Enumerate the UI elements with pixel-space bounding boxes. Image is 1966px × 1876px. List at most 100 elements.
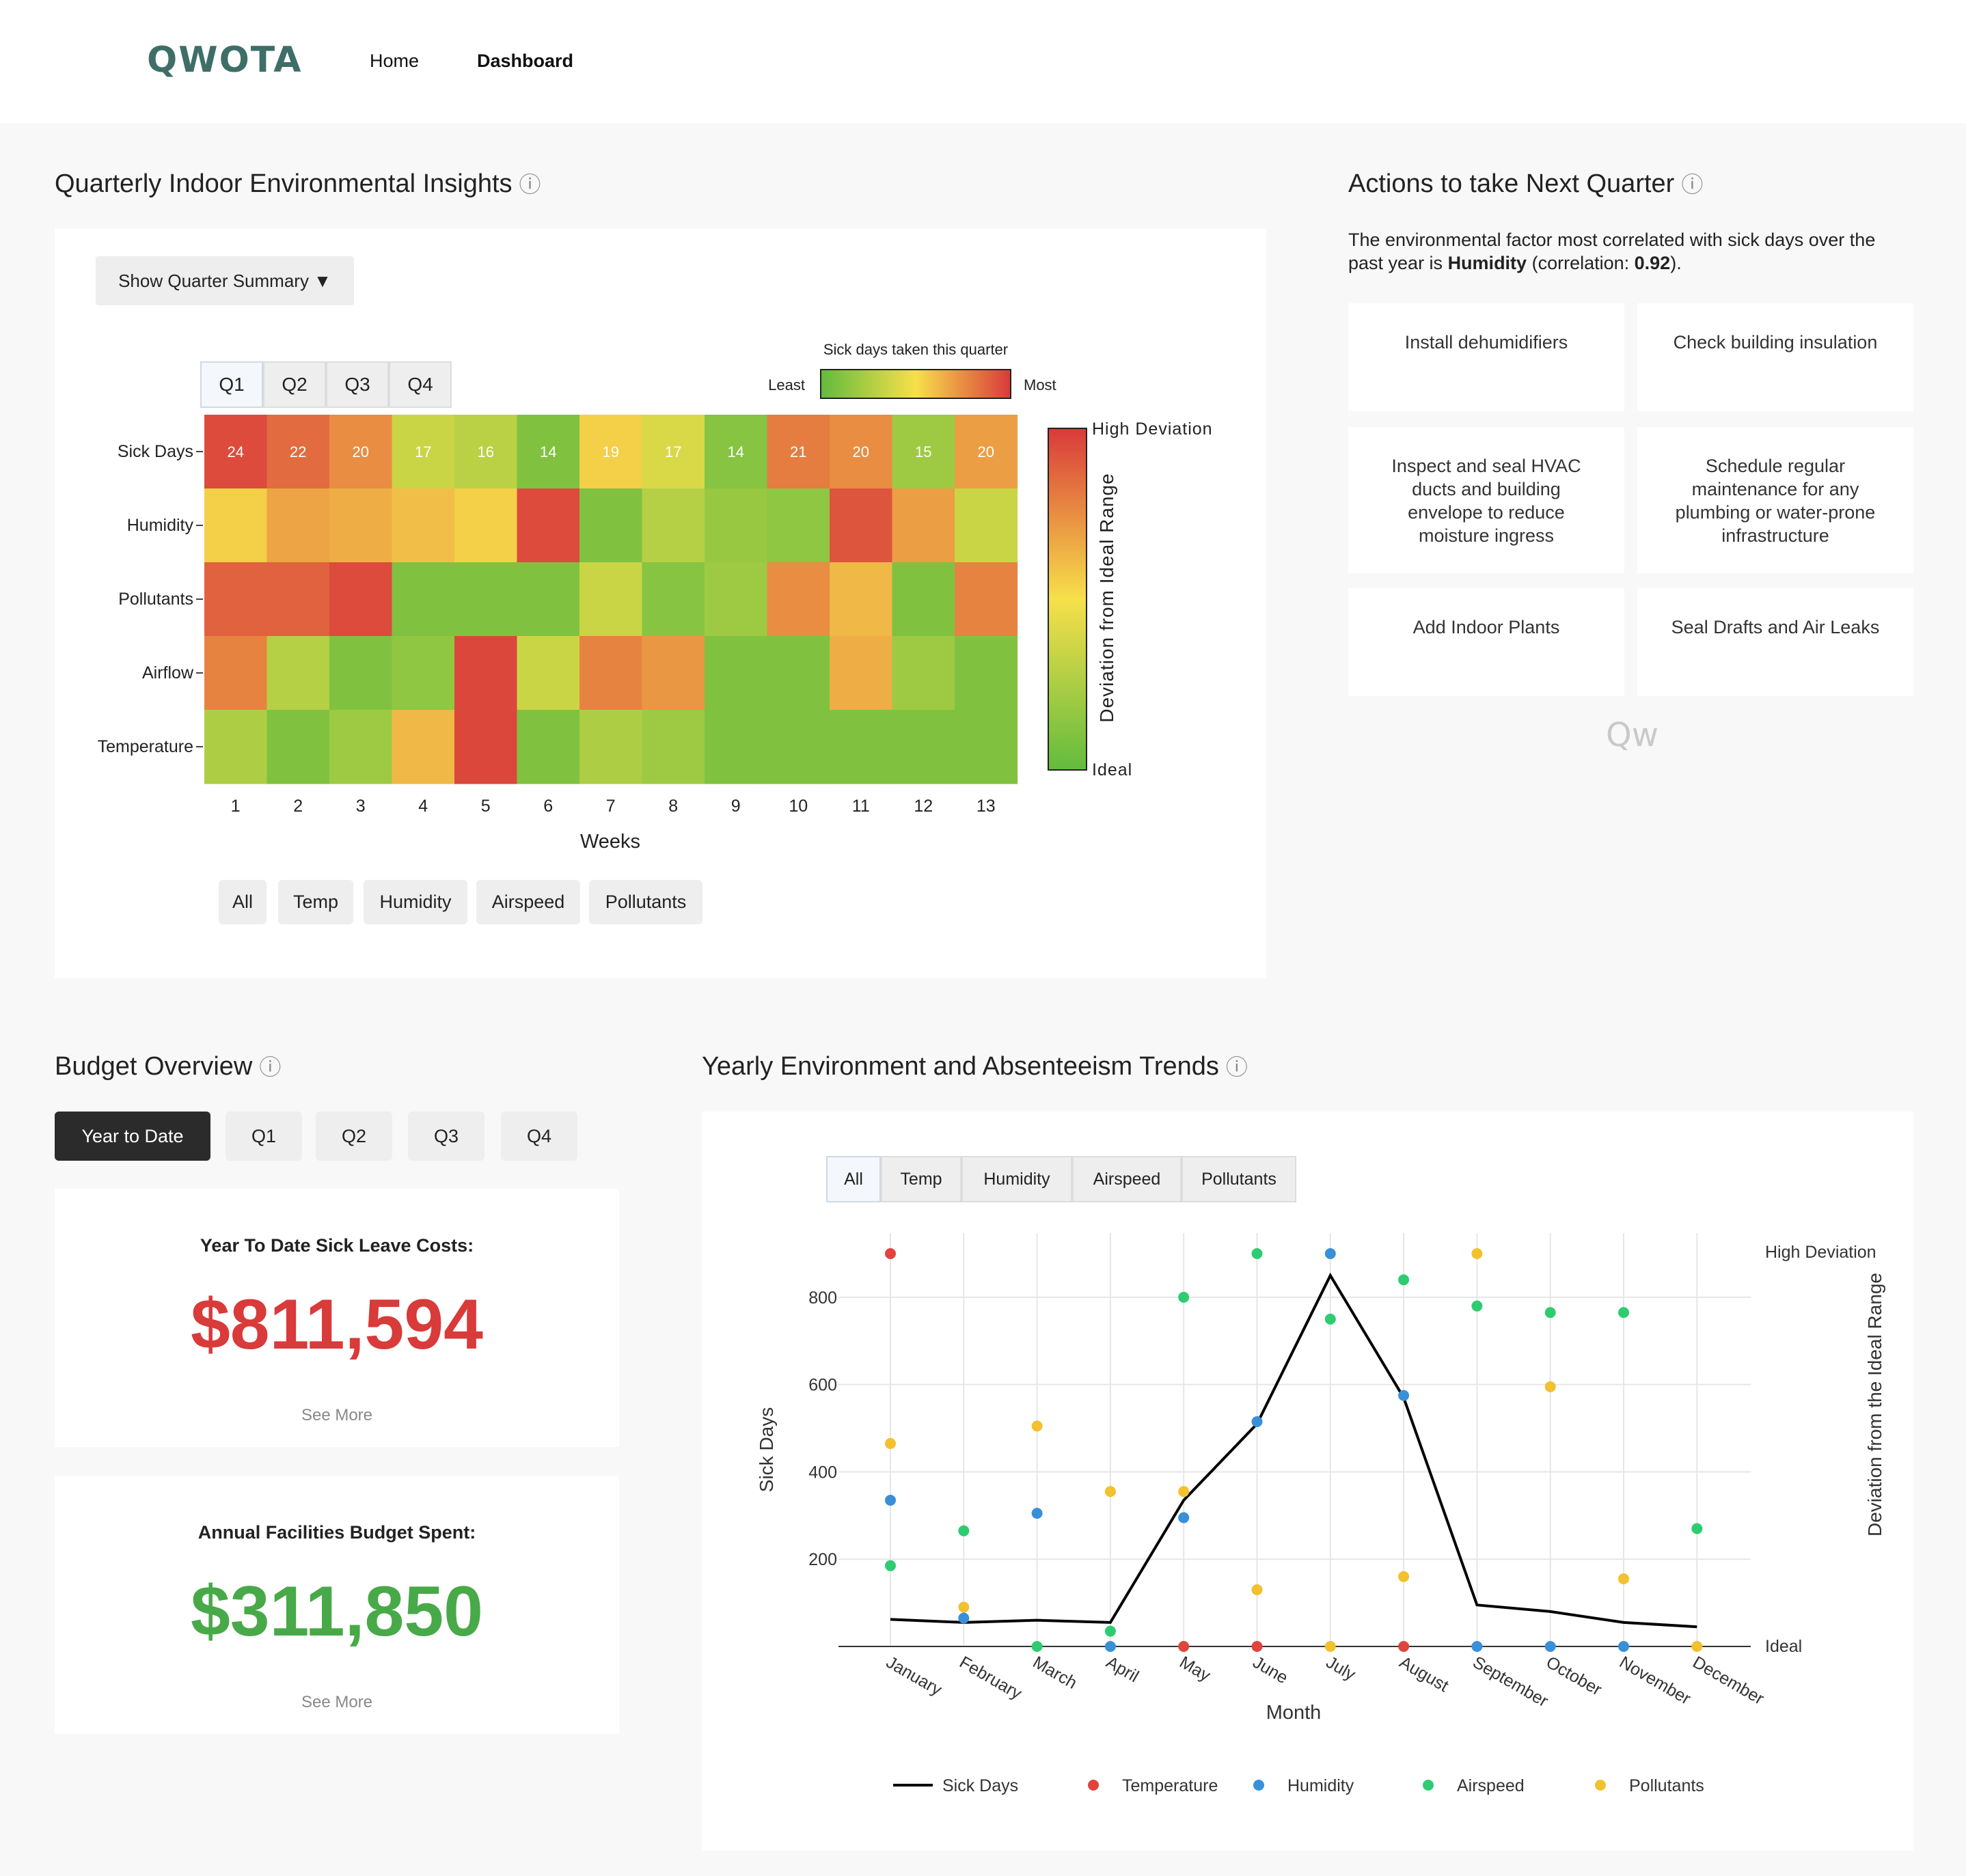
heatmap-cell[interactable]: [392, 488, 455, 563]
pollutants-point[interactable]: [1398, 1571, 1410, 1582]
heatmap-cell[interactable]: [955, 415, 1018, 489]
heatmap-cell[interactable]: [892, 636, 955, 711]
action-schedule-maintenance[interactable]: Schedule regular maintenance for any plu…: [1637, 427, 1913, 573]
heatmap-filter-humidity[interactable]: Humidity: [364, 880, 467, 924]
trends-filter-temp[interactable]: Temp: [881, 1156, 961, 1202]
legend-label[interactable]: Temperature: [1122, 1776, 1218, 1795]
info-icon[interactable]: ⓘ: [519, 172, 541, 197]
budget-tab-ytd[interactable]: Year to Date: [55, 1112, 210, 1161]
pollutants-point[interactable]: [1251, 1584, 1263, 1595]
tab-q3[interactable]: Q3: [326, 361, 389, 408]
heatmap-cell[interactable]: [517, 562, 580, 637]
facilities-see-more-link[interactable]: See More: [301, 1693, 373, 1711]
action-seal-hvac[interactable]: Inspect and seal HVAC ducts and building…: [1348, 427, 1624, 573]
humidity-point[interactable]: [1104, 1641, 1116, 1652]
heatmap-cell[interactable]: [642, 710, 705, 784]
humidity-point[interactable]: [1324, 1248, 1336, 1259]
heatmap-cell[interactable]: [767, 562, 830, 637]
heatmap-cell[interactable]: [705, 488, 768, 563]
heatmap-cell[interactable]: [767, 415, 830, 489]
heatmap-cell[interactable]: [955, 488, 1018, 563]
heatmap-cell[interactable]: [454, 415, 518, 489]
heatmap-cell[interactable]: [267, 710, 330, 784]
heatmap-cell[interactable]: [329, 415, 393, 489]
heatmap-cell[interactable]: [517, 636, 580, 711]
heatmap-cell[interactable]: [454, 488, 518, 563]
heatmap-cell[interactable]: [454, 710, 518, 784]
heatmap-cell[interactable]: [454, 562, 518, 637]
info-icon[interactable]: ⓘ: [1681, 172, 1704, 197]
legend-label[interactable]: Airspeed: [1457, 1776, 1525, 1795]
heatmap-cell[interactable]: [204, 488, 268, 563]
heatmap-cell[interactable]: [204, 636, 268, 711]
pollutants-point[interactable]: [1618, 1573, 1629, 1584]
heatmap-filter-pollutants[interactable]: Pollutants: [589, 880, 702, 924]
heatmap-cell[interactable]: [830, 415, 893, 489]
temperature-point[interactable]: [1398, 1641, 1410, 1652]
airspeed-point[interactable]: [1031, 1641, 1043, 1652]
heatmap-cell[interactable]: [392, 710, 455, 784]
humidity-point[interactable]: [885, 1494, 896, 1506]
budget-tab-q1[interactable]: Q1: [226, 1112, 302, 1161]
pollutants-point[interactable]: [1324, 1641, 1336, 1652]
pollutants-point[interactable]: [1471, 1248, 1483, 1259]
airspeed-point[interactable]: [1324, 1313, 1336, 1325]
heatmap-cell[interactable]: [517, 488, 580, 563]
heatmap-cell[interactable]: [642, 488, 705, 563]
action-add-plants[interactable]: Add Indoor Plants: [1348, 588, 1624, 696]
heatmap-cell[interactable]: [892, 710, 955, 784]
airspeed-point[interactable]: [1251, 1248, 1263, 1259]
pollutants-point[interactable]: [958, 1601, 970, 1613]
heatmap-cell[interactable]: [955, 636, 1018, 711]
heatmap-cell[interactable]: [642, 636, 705, 711]
heatmap-cell[interactable]: [767, 488, 830, 563]
budget-tab-q4[interactable]: Q4: [501, 1112, 577, 1161]
action-install-dehumidifiers[interactable]: Install dehumidifiers: [1348, 303, 1624, 411]
heatmap-cell[interactable]: [517, 415, 580, 489]
temperature-point[interactable]: [1178, 1641, 1190, 1652]
humidity-point[interactable]: [1471, 1641, 1483, 1652]
heatmap-cell[interactable]: [579, 710, 643, 784]
heatmap-cell[interactable]: [204, 710, 268, 784]
info-icon[interactable]: ⓘ: [1225, 1055, 1248, 1079]
heatmap-filter-temp[interactable]: Temp: [278, 880, 353, 924]
humidity-point[interactable]: [1618, 1641, 1629, 1652]
tab-q4[interactable]: Q4: [389, 361, 452, 408]
heatmap-cell[interactable]: [517, 710, 580, 784]
heatmap-filter-airspeed[interactable]: Airspeed: [476, 880, 580, 924]
show-quarter-summary-button[interactable]: Show Quarter Summary ▼: [96, 256, 354, 305]
heatmap-cell[interactable]: [579, 488, 643, 563]
heatmap-cell[interactable]: [767, 710, 830, 784]
humidity-point[interactable]: [1178, 1512, 1190, 1523]
heatmap-cell[interactable]: [267, 488, 330, 563]
heatmap-cell[interactable]: [642, 562, 705, 637]
budget-tab-q3[interactable]: Q3: [408, 1112, 484, 1161]
heatmap-cell[interactable]: [392, 636, 455, 711]
nav-dashboard-link[interactable]: Dashboard: [477, 51, 574, 71]
airspeed-point[interactable]: [1618, 1307, 1629, 1319]
heatmap-cell[interactable]: [204, 562, 268, 637]
pollutants-point[interactable]: [1544, 1381, 1556, 1392]
legend-label[interactable]: Sick Days: [942, 1776, 1018, 1795]
heatmap-cell[interactable]: [267, 415, 330, 489]
heatmap-cell[interactable]: [705, 562, 768, 637]
action-seal-drafts[interactable]: Seal Drafts and Air Leaks: [1637, 588, 1913, 696]
humidity-point[interactable]: [1544, 1641, 1556, 1652]
legend-label[interactable]: Humidity: [1287, 1776, 1354, 1795]
heatmap-cell[interactable]: [267, 562, 330, 637]
heatmap-cell[interactable]: [767, 636, 830, 711]
heatmap-cell[interactable]: [267, 636, 330, 711]
trends-filter-humidity[interactable]: Humidity: [961, 1156, 1072, 1202]
heatmap-cell[interactable]: [955, 562, 1018, 637]
airspeed-point[interactable]: [1544, 1307, 1556, 1319]
airspeed-point[interactable]: [1471, 1300, 1483, 1312]
pollutants-point[interactable]: [1178, 1486, 1190, 1498]
airspeed-point[interactable]: [1398, 1274, 1410, 1286]
heatmap-cell[interactable]: [579, 562, 643, 637]
heatmap-cell[interactable]: [830, 636, 893, 711]
heatmap-cell[interactable]: [892, 488, 955, 563]
heatmap-cell[interactable]: [329, 636, 393, 711]
trends-filter-pollutants[interactable]: Pollutants: [1182, 1156, 1296, 1202]
legend-label[interactable]: Pollutants: [1629, 1776, 1704, 1795]
humidity-point[interactable]: [958, 1612, 970, 1624]
